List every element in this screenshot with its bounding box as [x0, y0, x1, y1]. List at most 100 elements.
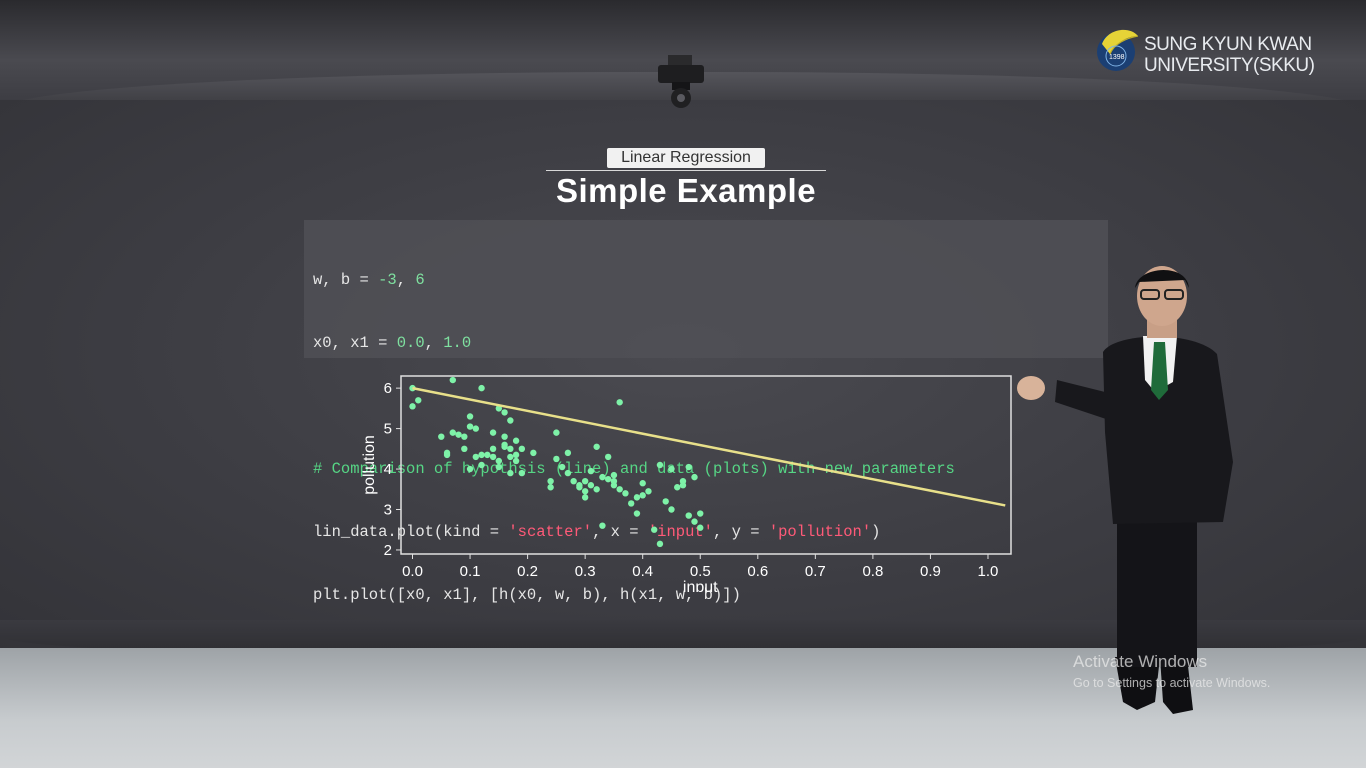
x-tick-label: 0.8: [862, 563, 883, 580]
y-tick-label: 2: [384, 542, 392, 559]
data-point: [512, 451, 520, 459]
logo-line-1: SUNG KYUN KWAN: [1144, 34, 1312, 55]
data-point: [604, 475, 612, 483]
slide-heading: Linear Regression Simple Example: [546, 148, 826, 212]
data-point: [512, 437, 520, 444]
y-tick-label: 4: [384, 461, 392, 478]
data-point: [466, 465, 474, 473]
logo-year: 1398: [1109, 54, 1125, 61]
activate-windows-watermark: Activate Windows Go to Settings to activ…: [1073, 652, 1270, 690]
y-tick-label: 3: [384, 502, 392, 519]
x-tick-label: 0.0: [402, 563, 423, 580]
code-line-5: plt.plot([x0, x1], [h(x0, w, b), h(x1, w…: [313, 586, 741, 604]
data-point: [501, 409, 508, 416]
subtitle-divider: [546, 170, 826, 171]
y-tick-label: 5: [384, 421, 392, 438]
data-point: [593, 443, 600, 450]
data-point: [570, 477, 577, 485]
data-point: [553, 455, 560, 463]
data-point: [685, 463, 692, 471]
plot-frame: [400, 375, 1012, 555]
presenter-arm: [1055, 380, 1109, 420]
slide-subtitle: Linear Regression: [607, 148, 765, 168]
data-point: [564, 469, 572, 477]
presenter-left-leg: [1115, 657, 1160, 710]
data-point: [501, 443, 508, 450]
slide-title: Simple Example: [555, 172, 817, 209]
x-axis-label: input: [683, 579, 718, 592]
data-point: [507, 453, 514, 461]
data-point: [656, 461, 664, 469]
data-point: [679, 482, 687, 489]
camera-body: [658, 65, 704, 83]
data-point: [633, 494, 641, 501]
data-point: [455, 431, 462, 438]
data-point: [518, 445, 526, 453]
data-point: [489, 429, 497, 436]
code-line-4: lin_data.plot(kind = 'scatter', x = 'inp…: [313, 523, 881, 541]
data-point: [604, 453, 612, 461]
data-point: [466, 413, 474, 420]
ceiling-camera: [658, 55, 704, 108]
presenter-hand: [1017, 376, 1045, 400]
activate-subtitle: Go to Settings to activate Windows.: [1073, 676, 1271, 690]
data-point: [547, 477, 554, 485]
glasses-icon: [1140, 289, 1160, 300]
activate-title: Activate Windows: [1073, 652, 1208, 671]
presenter: [1017, 266, 1233, 714]
data-point: [472, 425, 480, 432]
x-tick-label: 0.6: [747, 563, 768, 580]
data-point: [581, 488, 589, 495]
data-point: [599, 473, 606, 481]
data-point: [512, 457, 520, 465]
data-point: [478, 451, 485, 459]
data-point: [576, 484, 583, 491]
camera-mount: [668, 55, 692, 65]
y-ticks: 2 3 4 5 6: [384, 380, 401, 559]
x-tick-label: 0.4: [632, 563, 653, 580]
presenter-jacket: [1103, 336, 1233, 524]
data-point: [645, 488, 652, 495]
data-point: [507, 469, 514, 477]
data-point: [651, 526, 658, 533]
data-point: [616, 399, 623, 406]
x-tick-label: 0.3: [575, 563, 596, 580]
data-point: [461, 445, 468, 453]
data-point: [627, 500, 635, 507]
presenter-right-leg: [1160, 657, 1193, 714]
data-point: [639, 480, 646, 487]
camera-lens: [677, 94, 685, 102]
x-tick-label: 0.7: [805, 563, 826, 580]
data-point: [610, 471, 618, 479]
data-point: [633, 510, 641, 517]
data-point: [564, 449, 572, 457]
x-tick-label: 0.2: [517, 563, 538, 580]
data-point: [685, 512, 692, 519]
data-point: [495, 457, 503, 465]
data-point: [697, 524, 704, 531]
data-point: [553, 429, 560, 436]
data-point: [478, 384, 485, 392]
data-point: [449, 429, 456, 436]
data-point: [461, 433, 468, 440]
logo-line-2: UNIVERSITY(SKKU): [1144, 55, 1315, 76]
data-point: [581, 477, 589, 485]
data-point: [489, 445, 497, 453]
data-point: [507, 417, 514, 424]
data-point: [662, 498, 669, 505]
data-point: [547, 484, 554, 491]
scatter-plot: 0.0 0.1 0.2 0.3 0.4 0.5 0.6 0.7 0.8 0.9 1.0 23456 …: [361, 375, 1012, 592]
data-point: [415, 397, 422, 404]
code-block: w, b = -3, 6 x0, x1 = 0.0, 1.0 # Compari…: [304, 220, 1108, 604]
scatter-points: [409, 376, 704, 548]
data-point: [639, 492, 646, 499]
data-point: [691, 473, 698, 481]
data-point: [443, 451, 451, 459]
data-point: [656, 540, 664, 548]
x-ticks: 0.0 0.1 0.2 0.3 0.4 0.5 0.6 0.7 0.8 0.9 1.0: [402, 554, 998, 580]
presenter-hair: [1135, 269, 1189, 288]
data-point: [530, 449, 537, 457]
data-point: [518, 469, 526, 477]
data-point: [587, 467, 595, 475]
data-point: [438, 433, 445, 440]
